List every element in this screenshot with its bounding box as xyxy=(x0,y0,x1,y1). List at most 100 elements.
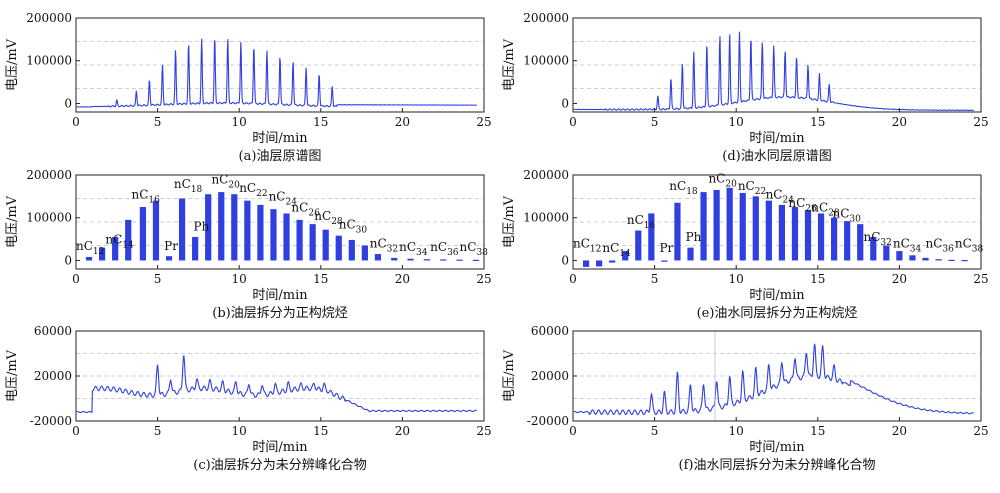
y-tick-label: 100000 xyxy=(523,54,569,68)
peak-label: nC24 xyxy=(766,188,795,206)
bar-mark xyxy=(622,251,629,261)
peak-label: nC12 xyxy=(76,239,104,257)
peak-label: nC24 xyxy=(269,190,298,208)
x-axis-label: 时间/min xyxy=(749,440,805,455)
bar-mark xyxy=(296,219,303,261)
bar-mark xyxy=(309,224,316,261)
bar-mark xyxy=(165,256,173,261)
x-tick-label: 20 xyxy=(395,115,410,129)
x-tick-label: 0 xyxy=(72,272,80,286)
y-tick-label: 0 xyxy=(64,96,72,110)
bar-mark xyxy=(231,194,238,261)
bar-mark xyxy=(257,204,264,261)
bar-mark xyxy=(391,257,398,261)
bar-mark xyxy=(192,236,199,261)
bar-mark xyxy=(283,213,290,261)
bar-mark xyxy=(152,200,160,261)
y-tick-label: 0 xyxy=(64,253,72,267)
bar-mark xyxy=(99,247,106,261)
peak-label: nC38 xyxy=(955,237,984,255)
y-tick-label: 200000 xyxy=(523,168,569,182)
bar-mark xyxy=(335,235,342,261)
bar-mark xyxy=(831,217,838,261)
bar-mark xyxy=(609,260,616,263)
y-tick-label: 100000 xyxy=(26,211,72,225)
x-tick-label: 20 xyxy=(892,115,907,129)
x-tick-label: 25 xyxy=(476,115,491,129)
bar-mark xyxy=(139,207,147,261)
peak-label: nC14 xyxy=(602,241,631,259)
y-tick-label: 200000 xyxy=(26,11,72,25)
bar-mark xyxy=(635,230,642,261)
bar-mark xyxy=(791,207,799,261)
peak-label: nC14 xyxy=(105,232,134,250)
x-tick-label: 15 xyxy=(313,272,328,286)
peak-label: nC16 xyxy=(627,213,656,231)
peak-label: nC26 xyxy=(788,196,817,214)
x-axis-label: 时间/min xyxy=(252,131,308,146)
x-tick-label: 15 xyxy=(313,115,328,129)
peak-label: nC32 xyxy=(863,230,891,248)
x-tick-label: 10 xyxy=(729,424,744,438)
x-axis-label: 时间/min xyxy=(252,440,308,455)
bar-mark xyxy=(804,210,812,261)
x-tick-label: 15 xyxy=(810,424,825,438)
y-tick-label: -20000 xyxy=(30,414,72,428)
peak-label: nC34 xyxy=(399,240,428,258)
y-tick-label: 200000 xyxy=(523,11,569,25)
peak-label: nC26 xyxy=(291,200,320,218)
peak-label: Pr xyxy=(164,239,178,253)
peak-label: nC22 xyxy=(738,179,766,197)
bar-mark xyxy=(440,259,447,261)
panel-d: 0 5 10 15 20 25 0 100000 200000 时间/min 电压/mV (d)油水同… xyxy=(502,11,989,164)
peak-label: Pr xyxy=(659,241,673,255)
peak-label: Ph xyxy=(194,220,210,234)
peak-label: nC30 xyxy=(339,217,368,235)
bar-mark xyxy=(922,257,929,261)
bar-mark xyxy=(472,259,479,262)
x-tick-label: 25 xyxy=(973,424,988,438)
x-tick-label: 5 xyxy=(651,115,659,129)
y-tick-label: 60000 xyxy=(531,324,569,338)
y-tick-label: 20000 xyxy=(531,369,569,383)
peak-label: nC16 xyxy=(131,188,160,206)
x-tick-label: 5 xyxy=(154,424,162,438)
x-tick-label: 15 xyxy=(810,115,825,129)
bar-mark xyxy=(205,194,212,261)
bar-mark xyxy=(817,213,825,261)
x-tick-label: 10 xyxy=(232,272,247,286)
x-tick-label: 10 xyxy=(232,115,247,129)
peak-label: nC36 xyxy=(926,237,955,255)
peak-label: Ph xyxy=(686,230,702,244)
x-tick-label: 20 xyxy=(395,272,410,286)
x-tick-label: 5 xyxy=(651,272,659,286)
bar-mark xyxy=(765,200,772,261)
x-tick-label: 20 xyxy=(892,272,907,286)
bar-mark xyxy=(935,259,942,261)
y-axis-label: 电压/mV xyxy=(502,195,517,248)
y-tick-label: 200000 xyxy=(26,168,72,182)
bar-mark xyxy=(322,229,329,261)
peak-label: nC32 xyxy=(370,237,398,255)
bar-mark xyxy=(752,196,759,261)
panel-caption: (e)油水同层拆分为正构烷烃 xyxy=(697,306,858,321)
panel-caption: (b)油层拆分为正构烷烃 xyxy=(212,306,347,321)
bar-mark xyxy=(423,259,430,261)
bar-mark xyxy=(870,236,877,261)
peak-label: nC30 xyxy=(832,207,861,225)
y-axis-label: 电压/mV xyxy=(502,349,517,402)
bar-mark xyxy=(244,200,251,261)
peak-label: nC34 xyxy=(893,237,922,255)
bar-mark xyxy=(648,213,655,261)
peak-label: nC18 xyxy=(174,177,203,195)
bar-mark xyxy=(713,189,720,261)
x-tick-label: 25 xyxy=(973,115,988,129)
y-tick-label: -20000 xyxy=(527,414,569,428)
bar-mark xyxy=(178,198,186,261)
y-tick-label: 0 xyxy=(561,253,569,267)
panel-f: 0 5 10 15 20 25 -20000 20000 60000 时间/min 电压/mV (f)… xyxy=(502,324,989,473)
x-tick-label: 25 xyxy=(476,424,491,438)
bar-mark xyxy=(270,209,277,261)
plot-frame xyxy=(572,17,982,113)
x-tick-label: 0 xyxy=(72,424,80,438)
